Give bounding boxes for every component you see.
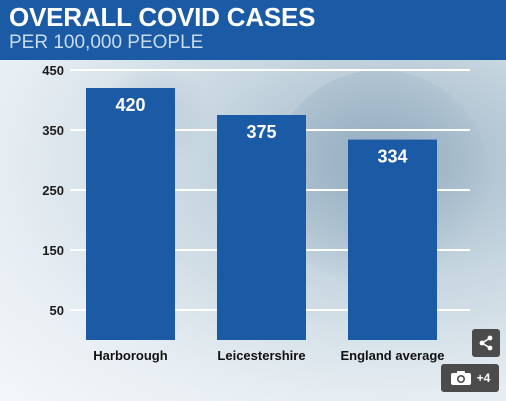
gallery-button[interactable]: +4 [441, 364, 499, 392]
y-axis-ticks: 50 150 250 350 450 [42, 63, 64, 318]
title-banner: OVERALL COVID CASES PER 100,000 PEOPLE [0, 0, 506, 60]
y-tick-label: 450 [42, 63, 64, 78]
y-tick-label: 150 [42, 243, 64, 258]
camera-icon [450, 371, 471, 385]
x-category-label: Leicestershire [217, 348, 305, 363]
chart-subtitle: PER 100,000 PEOPLE [9, 32, 204, 53]
y-tick-label: 350 [42, 123, 64, 138]
share-icon [479, 335, 493, 351]
bar-value-label: 334 [377, 147, 407, 167]
x-axis-categories: Harborough Leicestershire England average [93, 348, 444, 363]
bar-value-label: 375 [246, 122, 276, 142]
y-tick-label: 50 [50, 303, 64, 318]
share-button[interactable] [472, 329, 500, 357]
x-category-label: Harborough [93, 348, 167, 363]
bar [86, 88, 175, 340]
chart-title: OVERALL COVID CASES [9, 2, 316, 32]
bars [86, 88, 437, 340]
bar-value-labels: 420 375 334 [115, 95, 407, 167]
gallery-count: +4 [476, 371, 491, 385]
bar-value-label: 420 [115, 95, 145, 115]
bar [348, 139, 437, 340]
x-category-label: England average [340, 348, 444, 363]
bar [217, 115, 306, 340]
y-tick-label: 250 [42, 183, 64, 198]
